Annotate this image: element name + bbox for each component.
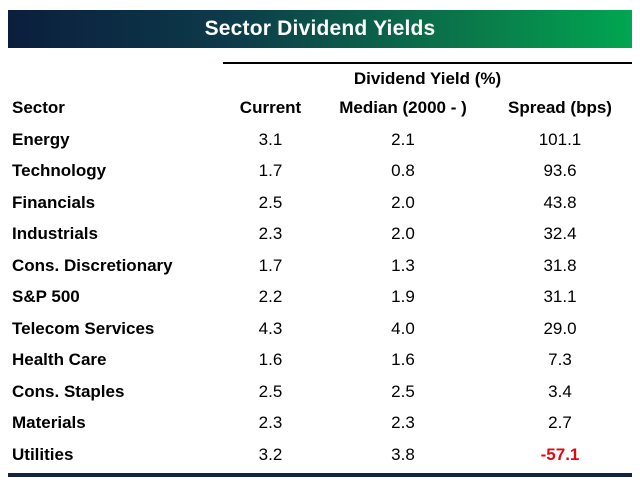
sector-cell: Telecom Services bbox=[12, 318, 155, 338]
spread-cell: 101.1 bbox=[538, 129, 582, 149]
current-cell: 3.2 bbox=[258, 444, 283, 464]
current-cell: 4.3 bbox=[258, 318, 283, 338]
median-cell: 1.9 bbox=[391, 287, 415, 307]
median-cell: 0.8 bbox=[391, 161, 415, 181]
spread-cell: 29.0 bbox=[543, 318, 577, 338]
current-cell: 2.5 bbox=[258, 192, 283, 212]
group-header-dividend-yield: Dividend Yield (%) bbox=[223, 62, 632, 89]
spread-cell: -57.1 bbox=[540, 444, 580, 464]
column-header-current: Current bbox=[239, 98, 302, 117]
median-cell: 2.0 bbox=[391, 192, 415, 212]
spread-cell: 43.8 bbox=[543, 192, 577, 212]
current-cell: 3.1 bbox=[258, 129, 283, 149]
spread-cell: 93.6 bbox=[543, 161, 577, 181]
sector-cell: Cons. Discretionary bbox=[12, 255, 173, 275]
sector-cell: Cons. Staples bbox=[12, 381, 125, 401]
median-cell: 2.5 bbox=[391, 381, 415, 401]
title-banner: Sector Dividend Yields bbox=[8, 10, 632, 48]
bottom-rule bbox=[8, 472, 632, 477]
table-row: Utilities 3.2 3.8 -57.1 bbox=[8, 439, 632, 471]
sector-cell: Energy bbox=[12, 129, 70, 149]
spread-cell: 31.1 bbox=[543, 287, 577, 307]
sector-cell: S&P 500 bbox=[12, 287, 80, 307]
current-cell: 1.6 bbox=[258, 350, 283, 370]
column-header-median: Median (2000 - ) bbox=[339, 98, 467, 117]
group-header-row: Dividend Yield (%) bbox=[8, 62, 632, 92]
table-row: Cons. Staples 2.5 2.5 3.4 bbox=[8, 376, 632, 408]
sector-cell: Materials bbox=[12, 413, 86, 433]
page-title: Sector Dividend Yields bbox=[204, 17, 436, 40]
spread-cell: 7.3 bbox=[548, 350, 572, 370]
spread-cell: 2.7 bbox=[548, 413, 572, 433]
column-header-sector: Sector bbox=[12, 98, 65, 117]
column-header-spread: Spread (bps) bbox=[508, 98, 612, 117]
table-body: Energy 3.1 2.1 101.1 Technology 1.7 0.8 93.6 Fin… bbox=[8, 124, 632, 471]
sector-cell: Technology bbox=[12, 161, 107, 181]
median-cell: 2.3 bbox=[391, 413, 415, 433]
current-cell: 1.7 bbox=[258, 255, 283, 275]
table-row: Technology 1.7 0.8 93.6 bbox=[8, 156, 632, 188]
spread-cell: 3.4 bbox=[548, 381, 572, 401]
dividend-yield-table: Dividend Yield (%) Sector Current Median… bbox=[8, 62, 632, 471]
spread-cell: 31.8 bbox=[543, 255, 577, 275]
table-row: Materials 2.3 2.3 2.7 bbox=[8, 408, 632, 440]
current-cell: 2.3 bbox=[258, 224, 283, 244]
median-cell: 1.3 bbox=[391, 255, 415, 275]
table-row: S&P 500 2.2 1.9 31.1 bbox=[8, 282, 632, 314]
median-cell: 2.1 bbox=[391, 129, 415, 149]
sector-cell: Industrials bbox=[12, 224, 98, 244]
table-row: Cons. Discretionary 1.7 1.3 31.8 bbox=[8, 250, 632, 282]
median-cell: 4.0 bbox=[391, 318, 415, 338]
table-row: Energy 3.1 2.1 101.1 bbox=[8, 124, 632, 156]
current-cell: 1.7 bbox=[258, 161, 283, 181]
table-row: Financials 2.5 2.0 43.8 bbox=[8, 187, 632, 219]
column-header-row: Sector Current Median (2000 - ) Spread (… bbox=[8, 92, 632, 124]
table-row: Telecom Services 4.3 4.0 29.0 bbox=[8, 313, 632, 345]
sector-cell: Health Care bbox=[12, 350, 107, 370]
table-row: Health Care 1.6 1.6 7.3 bbox=[8, 345, 632, 377]
table-row: Industrials 2.3 2.0 32.4 bbox=[8, 219, 632, 251]
median-cell: 2.0 bbox=[391, 224, 415, 244]
current-cell: 2.5 bbox=[258, 381, 283, 401]
sector-cell: Utilities bbox=[12, 444, 74, 464]
sector-cell: Financials bbox=[12, 192, 96, 212]
current-cell: 2.3 bbox=[258, 413, 283, 433]
median-cell: 1.6 bbox=[391, 350, 415, 370]
spread-cell: 32.4 bbox=[543, 224, 577, 244]
current-cell: 2.2 bbox=[258, 287, 283, 307]
median-cell: 3.8 bbox=[391, 444, 415, 464]
